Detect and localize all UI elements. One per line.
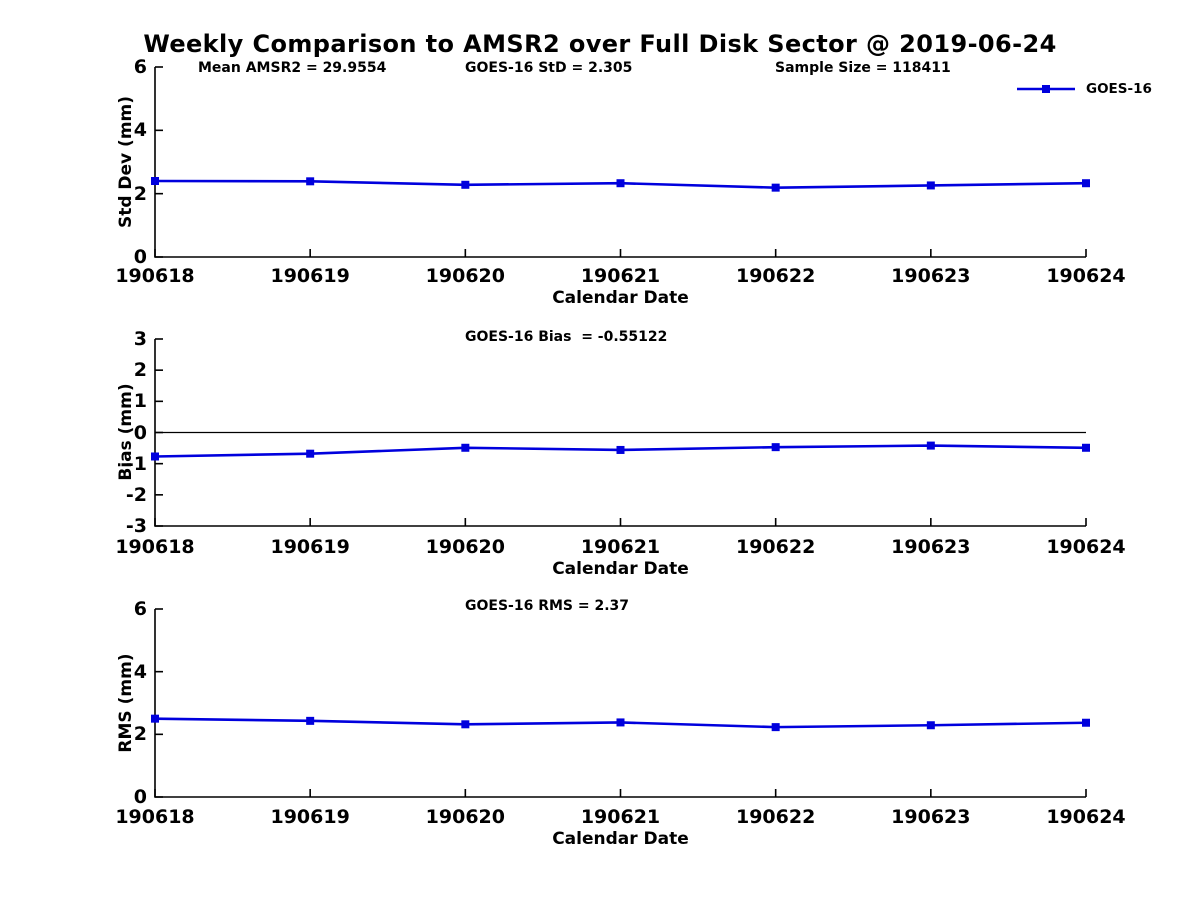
x-tick-label: 190620 — [425, 806, 505, 828]
data-point-marker — [461, 443, 470, 452]
data-point-marker — [926, 721, 935, 730]
y-axis-label-stddev: Std Dev (mm) — [116, 95, 136, 229]
y-tick-label: -3 — [125, 515, 147, 537]
data-point-marker — [926, 441, 935, 450]
x-tick-label: 190621 — [580, 536, 661, 558]
data-point-marker — [771, 443, 780, 452]
data-point-marker — [306, 716, 315, 725]
x-tick-label: 190618 — [115, 265, 195, 287]
y-tick-label: 6 — [133, 56, 147, 78]
x-tick-label: 190621 — [580, 265, 661, 287]
y-tick-label: 2 — [133, 359, 147, 382]
x-tick-label: 190621 — [580, 806, 661, 828]
y-tick-label: 2 — [133, 182, 147, 205]
x-tick-label: 190622 — [735, 806, 816, 828]
y-tick-label: 1 — [133, 390, 147, 413]
legend-label: GOES-16 — [1086, 81, 1152, 97]
data-point-marker — [771, 183, 780, 192]
x-tick-label: 190619 — [270, 536, 350, 558]
data-point-marker — [306, 449, 315, 458]
x-tick-label: 190618 — [115, 536, 195, 558]
y-tick-label: 0 — [133, 246, 147, 268]
x-tick-label: 190624 — [1046, 536, 1126, 558]
x-tick-label: 190623 — [891, 806, 971, 828]
data-point-marker — [151, 177, 159, 185]
annotation-mean-amsr2: Mean AMSR2 = 29.9554 — [198, 60, 387, 76]
data-point-marker — [461, 180, 470, 189]
y-tick-label: 2 — [133, 723, 147, 746]
x-tick-label: 190618 — [115, 806, 195, 828]
data-point-marker — [1082, 179, 1090, 188]
x-tick-label: 190622 — [735, 265, 816, 287]
x-tick-label: 190623 — [891, 265, 971, 287]
data-point-marker — [926, 181, 935, 190]
data-point-marker — [616, 445, 625, 454]
x-tick-label: 190622 — [735, 536, 816, 558]
axis-line — [154, 67, 1086, 258]
x-tick-label: 190619 — [270, 265, 350, 287]
chart-title: Weekly Comparison to AMSR2 over Full Dis… — [143, 30, 1057, 58]
y-tick-label: -1 — [125, 452, 147, 475]
x-tick-label: 190620 — [425, 536, 505, 558]
x-axis-label: Calendar Date — [552, 829, 689, 849]
y-tick-label: 0 — [133, 786, 147, 808]
data-point-marker — [461, 720, 470, 729]
x-tick-label: 190624 — [1046, 806, 1126, 828]
annotation-goes16-bias: GOES-16 Bias = -0.55122 — [465, 329, 668, 345]
data-point-marker — [616, 179, 625, 188]
y-tick-label: 6 — [133, 598, 147, 620]
x-tick-label: 190620 — [425, 265, 505, 287]
y-tick-label: 0 — [133, 421, 147, 444]
y-tick-label: 3 — [133, 328, 147, 350]
legend: GOES-16 — [1014, 81, 1152, 97]
data-point-marker — [771, 723, 780, 732]
y-tick-label: 4 — [133, 119, 147, 142]
data-point-marker — [306, 177, 315, 186]
data-point-marker — [616, 718, 625, 727]
x-tick-label: 190623 — [891, 536, 971, 558]
axis-line — [154, 609, 1086, 798]
legend-line-sample-icon — [1017, 85, 1075, 93]
x-tick-label: 190619 — [270, 806, 350, 828]
x-tick-label: 190624 — [1046, 265, 1126, 287]
annotation-goes16-rms: GOES-16 RMS = 2.37 — [465, 598, 630, 614]
annotation-goes16-std: GOES-16 StD = 2.305 — [465, 60, 633, 76]
y-tick-label: -2 — [125, 483, 147, 506]
data-point-marker — [1082, 718, 1090, 727]
annotation-sample-size: Sample Size = 118411 — [775, 60, 951, 76]
x-axis-label: Calendar Date — [552, 559, 689, 579]
data-point-marker — [151, 452, 159, 461]
x-axis-label: Calendar Date — [552, 288, 689, 308]
y-tick-label: 4 — [133, 660, 147, 683]
data-point-marker — [151, 714, 159, 723]
data-point-marker — [1082, 443, 1090, 452]
